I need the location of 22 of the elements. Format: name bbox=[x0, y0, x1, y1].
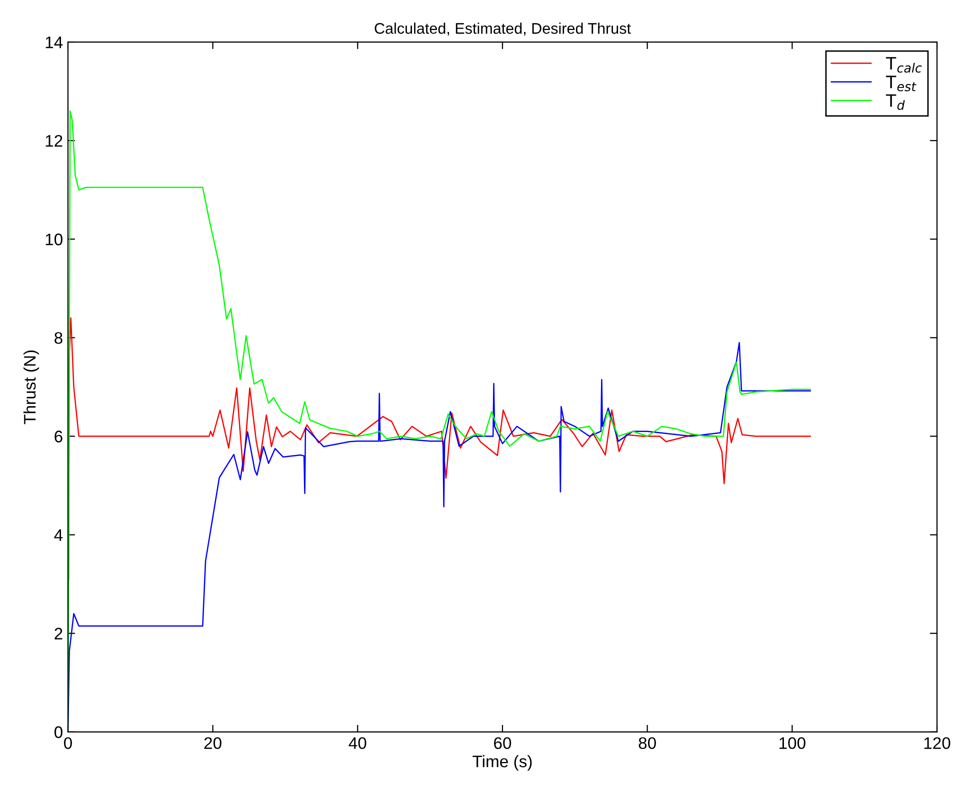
legend-label: T$_{d}$ bbox=[886, 94, 905, 110]
y-tick-label: 2 bbox=[54, 628, 62, 640]
y-tick-label: 8 bbox=[54, 332, 62, 344]
y-tick-label: 10 bbox=[46, 234, 62, 246]
x-tick-label: 0 bbox=[64, 737, 72, 750]
y-tick-label: 14 bbox=[46, 36, 63, 48]
y-tick-label: 12 bbox=[46, 134, 62, 147]
y-tick-label: 6 bbox=[54, 430, 62, 442]
x-tick-label: 60 bbox=[494, 737, 512, 750]
line-series bbox=[68, 317, 811, 580]
legend-label: T$_{calc}$ bbox=[886, 57, 922, 73]
y-axis-title: Thrust (N) bbox=[23, 350, 39, 424]
chart-title: Calculated, Estimated, Desired Thrust bbox=[374, 22, 631, 36]
x-tick-label: 20 bbox=[204, 737, 222, 750]
y-tick-label: 4 bbox=[54, 529, 63, 541]
x-axis-title: Time (s) bbox=[472, 755, 532, 771]
x-tick-label: 100 bbox=[780, 737, 806, 750]
legend-label: T$_{est}$ bbox=[886, 76, 916, 92]
x-tick-label: 40 bbox=[348, 737, 366, 750]
x-tick-label: 120 bbox=[924, 737, 950, 750]
y-tick-label: 0 bbox=[54, 726, 62, 738]
x-tick-label: 80 bbox=[638, 737, 656, 750]
